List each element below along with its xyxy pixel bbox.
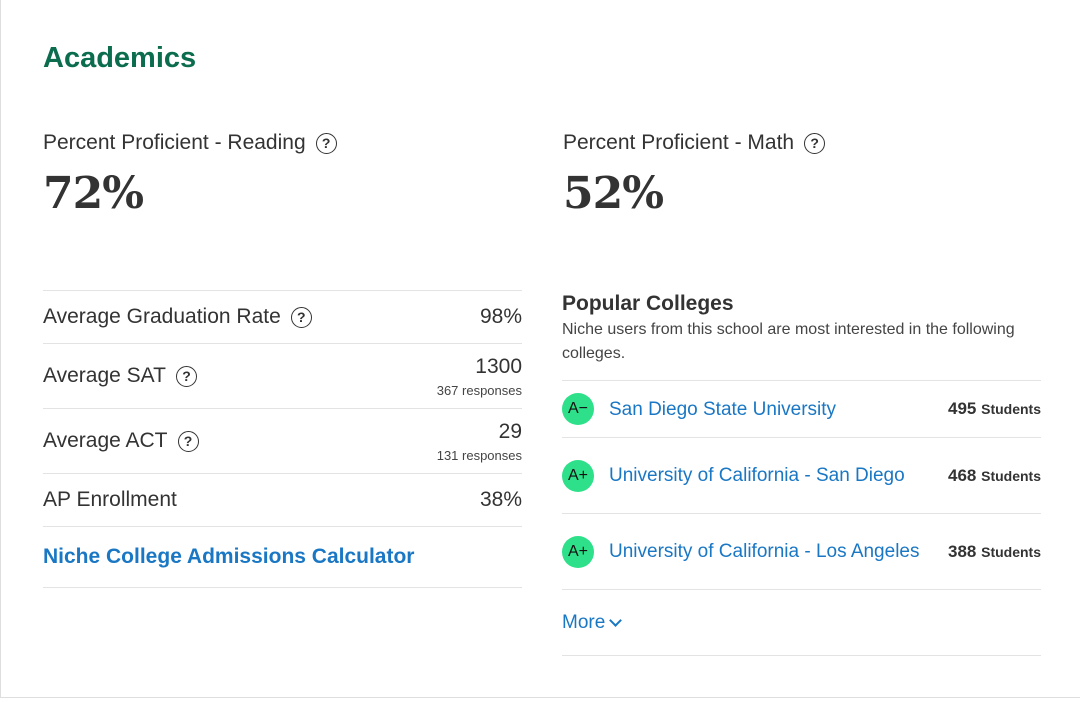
- popular-colleges-description: Niche users from this school are most in…: [562, 321, 1015, 362]
- student-count-unit: Students: [981, 401, 1041, 417]
- help-icon[interactable]: ?: [290, 306, 312, 328]
- college-student-count: 468 Students: [948, 466, 1041, 486]
- metric-value-group: 1300 367 responses: [437, 355, 522, 398]
- student-count-unit: Students: [981, 543, 1041, 560]
- admissions-calculator-link[interactable]: Niche College Admissions Calculator: [43, 545, 415, 568]
- college-link[interactable]: San Diego State University: [609, 398, 837, 420]
- help-icon[interactable]: ?: [175, 365, 197, 387]
- college-link[interactable]: University of California - Los Angeles: [609, 541, 920, 562]
- metric-label-text: AP Enrollment: [43, 488, 177, 511]
- more-label: More: [562, 611, 606, 633]
- help-icon[interactable]: ?: [804, 132, 826, 154]
- student-count-value: 495: [948, 399, 977, 418]
- college-item: A+ University of California - Los Angele…: [562, 513, 1041, 589]
- metric-value: 1300: [475, 354, 522, 378]
- stat-label-text: Percent Proficient - Reading: [43, 131, 306, 154]
- metric-value: 98%: [479, 305, 522, 328]
- grade-badge: A−: [562, 393, 594, 425]
- college-item: A− San Diego State University 495 Studen…: [562, 380, 1041, 437]
- section-title: Academics: [43, 42, 197, 74]
- metric-label-text: Average SAT: [43, 364, 166, 387]
- metric-value: 38%: [479, 488, 522, 511]
- math-proficiency-label: Percent Proficient - Math ?: [563, 131, 826, 155]
- student-count-value: 468: [948, 465, 977, 485]
- metric-row-act: Average ACT ? 29 131 responses: [43, 408, 522, 473]
- metric-responses: 367 responses: [436, 382, 522, 398]
- student-count-unit: Students: [981, 467, 1041, 484]
- metric-value-group: 29 131 responses: [437, 420, 522, 463]
- metric-value: 29: [498, 419, 522, 443]
- more-button[interactable]: More: [562, 611, 623, 634]
- math-proficiency-value: 52%: [563, 168, 664, 219]
- student-count-value: 388: [948, 541, 977, 561]
- grade-badge: A+: [562, 535, 594, 568]
- popular-colleges-title: Popular Colleges: [562, 292, 734, 315]
- help-icon[interactable]: ?: [315, 132, 337, 154]
- calculator-row: Niche College Admissions Calculator: [43, 526, 522, 588]
- metric-label-text: Average Graduation Rate: [43, 305, 281, 328]
- help-icon[interactable]: ?: [177, 430, 199, 452]
- metrics-list: Average Graduation Rate ? 98% Average SA…: [43, 290, 522, 588]
- grade-badge: A+: [562, 459, 594, 492]
- reading-proficiency-label: Percent Proficient - Reading ?: [43, 131, 337, 155]
- college-link[interactable]: University of California - San Diego: [609, 465, 905, 486]
- metric-label: Average Graduation Rate ?: [43, 305, 312, 329]
- college-item: A+ University of California - San Diego …: [562, 437, 1041, 513]
- popular-colleges: Popular Colleges Niche users from this s…: [562, 292, 1041, 656]
- metric-label-text: Average ACT: [43, 429, 168, 452]
- metric-label: AP Enrollment: [43, 488, 177, 512]
- college-list: A− San Diego State University 495 Studen…: [562, 380, 1041, 656]
- metric-row-sat: Average SAT ? 1300 367 responses: [43, 343, 522, 408]
- stat-label-text: Percent Proficient - Math: [563, 131, 795, 154]
- metric-label: Average ACT ?: [43, 429, 199, 453]
- metric-label: Average SAT ?: [43, 364, 197, 388]
- more-row: More: [562, 589, 1041, 656]
- reading-proficiency-value: 72%: [43, 168, 144, 219]
- college-student-count: 388 Students: [948, 542, 1041, 562]
- chevron-down-icon: [609, 613, 623, 627]
- metric-responses: 131 responses: [436, 447, 522, 463]
- metric-row-ap-enrollment: AP Enrollment 38%: [43, 473, 522, 526]
- college-student-count: 495 Students: [948, 399, 1041, 419]
- metric-row-graduation-rate: Average Graduation Rate ? 98%: [43, 290, 522, 343]
